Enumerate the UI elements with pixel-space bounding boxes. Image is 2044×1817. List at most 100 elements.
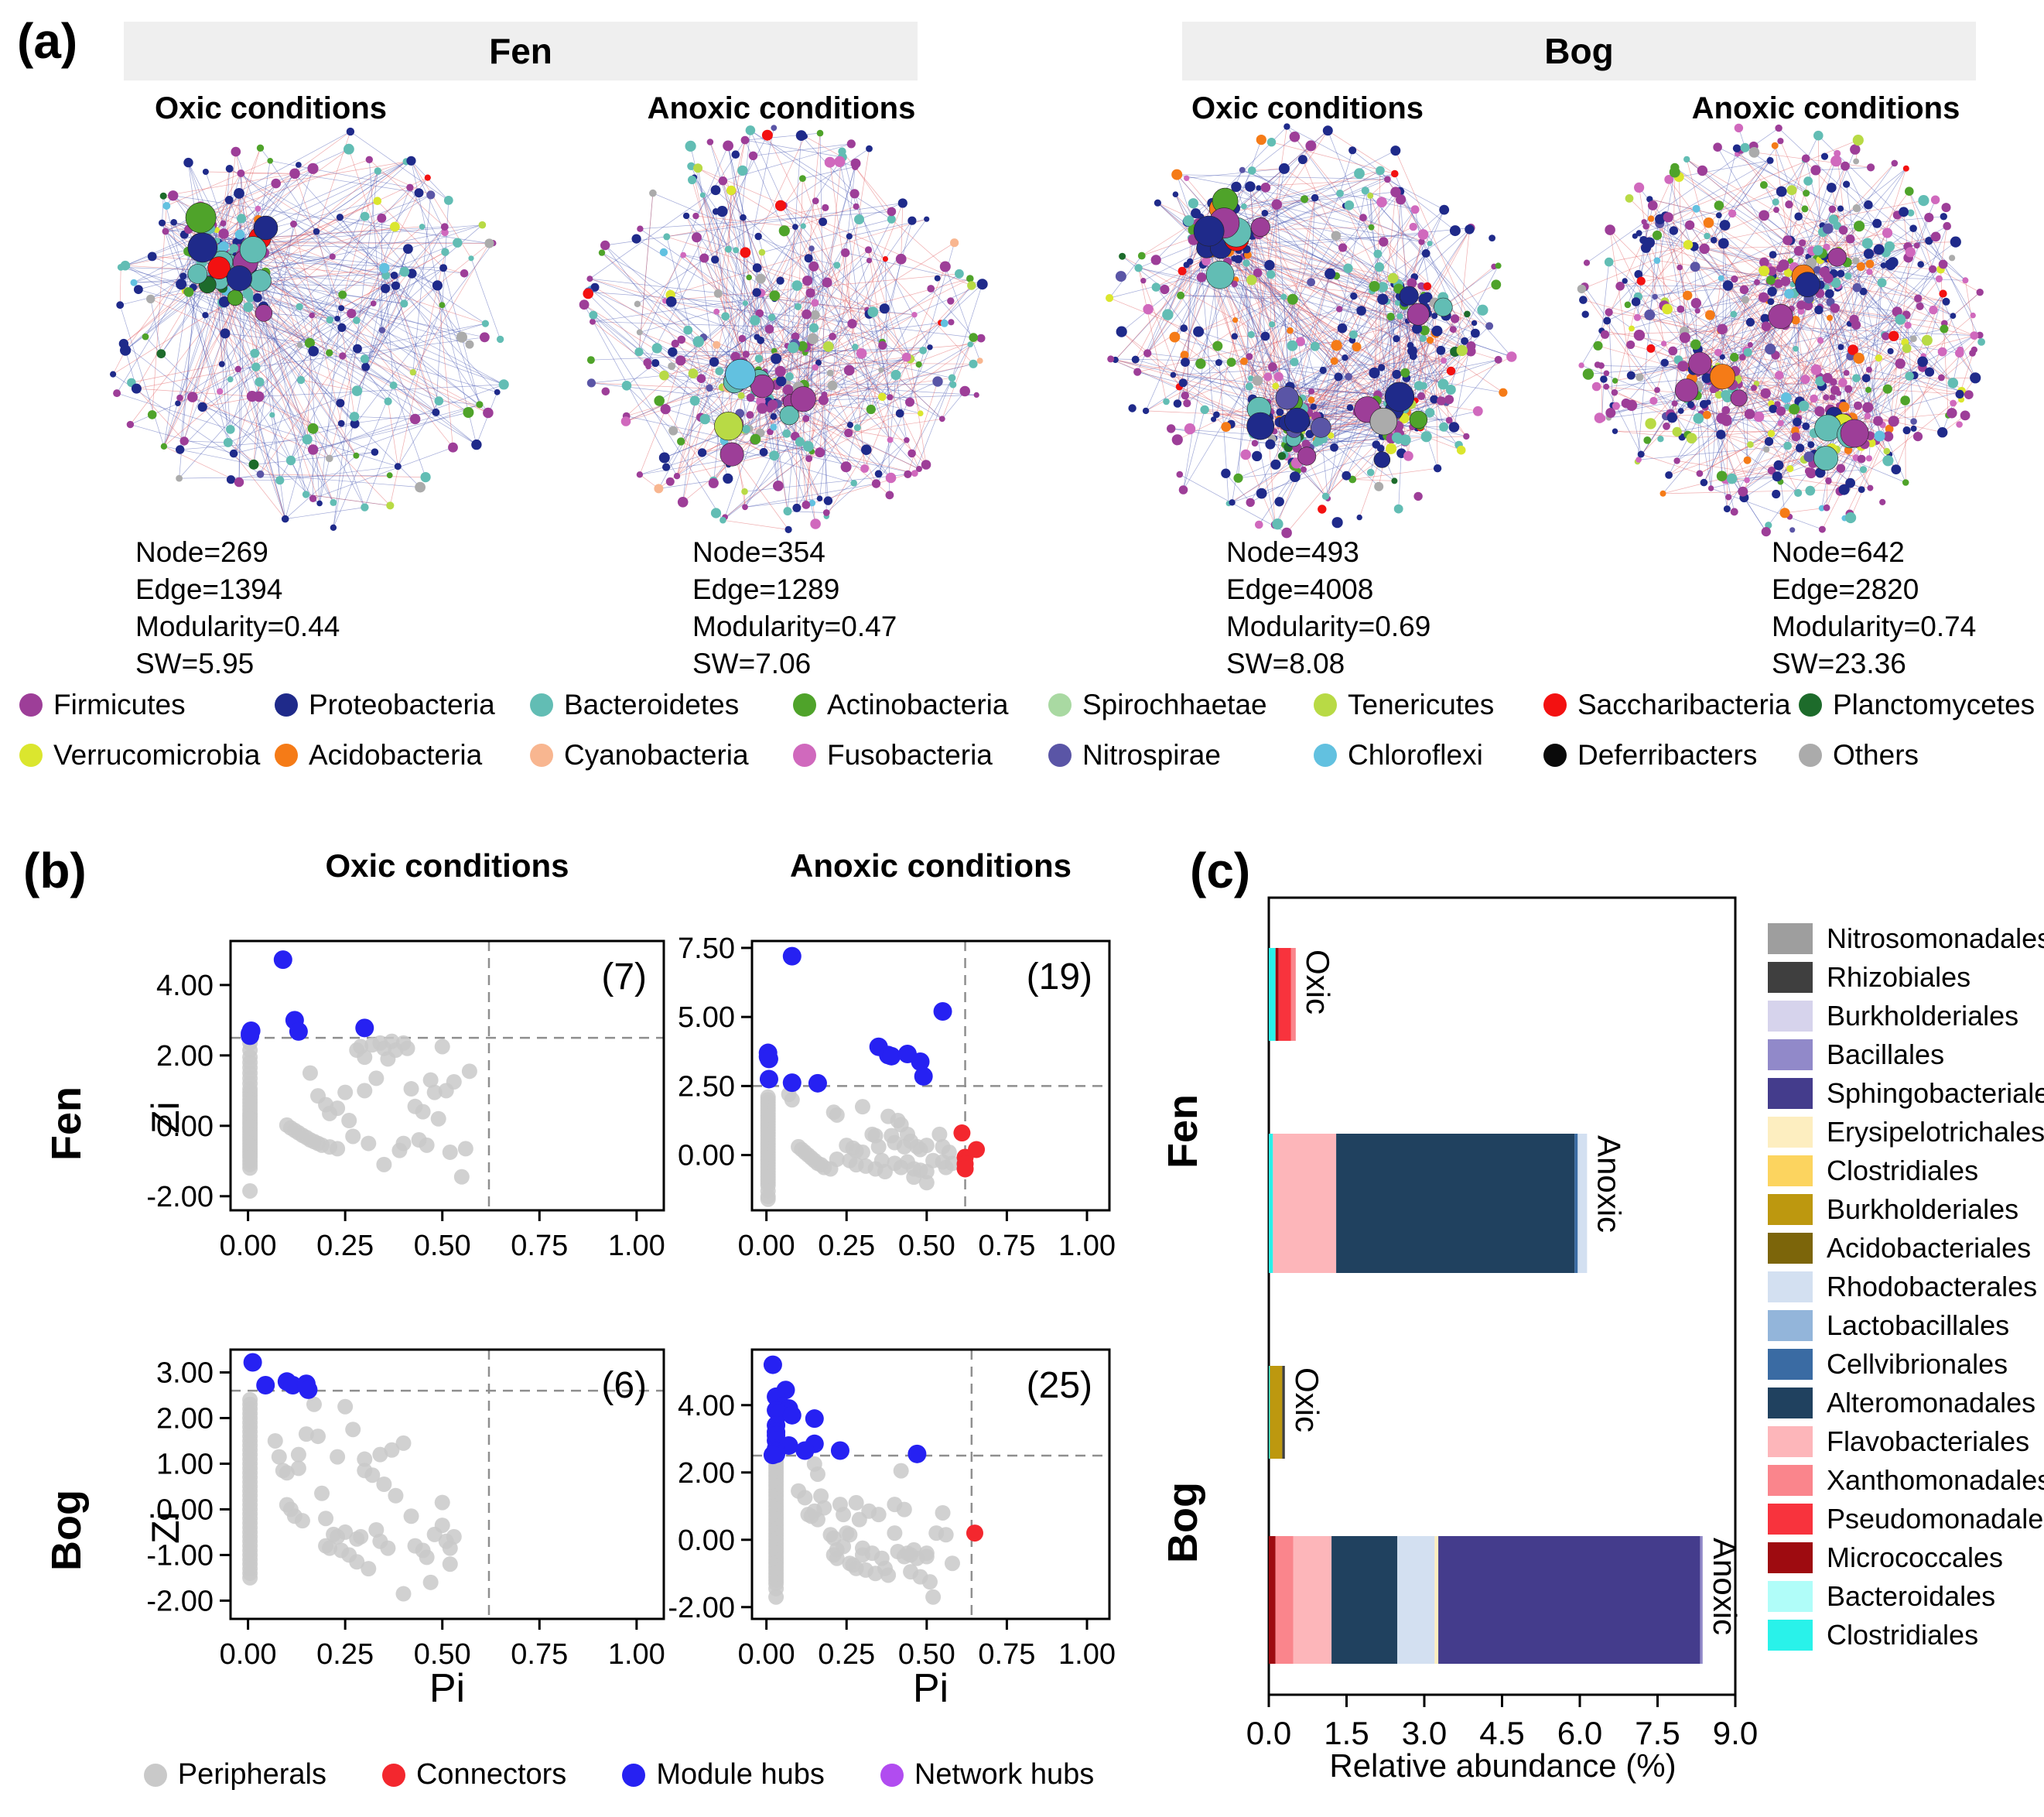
order-color-swatch-icon: [1768, 1078, 1813, 1109]
hub-count-annotation: (25): [1027, 1365, 1092, 1406]
order-legend-label: Nitrosomonadales: [1827, 922, 2044, 954]
bar-condition-label: Anoxic: [1707, 1538, 1743, 1635]
phylum-legend-label: Saccharibacteria: [1577, 689, 1791, 720]
axis-ticks: 0.00 0.25 0.50 0.75 1.004.002.000.00-2.00: [668, 1390, 1116, 1671]
panel-a-label: (a): [17, 13, 78, 69]
bar-segment: [1282, 1366, 1285, 1459]
phylum-legend-label: Cyanobacteria: [564, 739, 749, 771]
network-stat-line: SW=5.95: [135, 648, 255, 680]
svg-text:0.00: 0.00: [678, 1524, 735, 1557]
order-color-swatch-icon: [1768, 1310, 1813, 1341]
svg-text:1.00: 1.00: [1058, 1230, 1116, 1262]
bar-segment: [1700, 1536, 1703, 1664]
order-legend-item: Lactobacillales: [1768, 1306, 2044, 1345]
peripheral-points: [242, 1033, 477, 1199]
bar-condition-label: Anoxic: [1591, 1135, 1627, 1233]
order-legend-label: Bacteroidales: [1827, 1580, 1996, 1612]
site-header-fen-text: Fen: [489, 31, 552, 71]
relative-abundance-chart: Oxic Anoxic Oxic Anoxic 0.0 1.5 3.0 4.5 6.0 7.5 9.…: [1246, 896, 1758, 1751]
svg-text:0.00: 0.00: [738, 1230, 795, 1262]
threshold-lines: [231, 941, 664, 1210]
order-legend-item: Rhizobiales: [1768, 958, 2044, 997]
network-stat-line: Modularity=0.47: [692, 611, 897, 643]
svg-text:3.00: 3.00: [156, 1357, 214, 1389]
svg-text:0.50: 0.50: [898, 1638, 955, 1671]
bar-segment: [1269, 948, 1276, 1041]
axis-ticks: 0.00 0.25 0.50 0.75 1.00 3.00 2.00 1.00 0.00 -1.0…: [146, 1357, 665, 1671]
svg-text:0.50: 0.50: [414, 1638, 471, 1671]
svg-text:0.50: 0.50: [898, 1230, 955, 1262]
node-role-legend-item: Peripherals: [143, 1758, 326, 1791]
order-color-swatch-icon: [1768, 962, 1813, 993]
network-stat-line: Edge=2820: [1772, 573, 1919, 606]
site-header-bog: Bog: [1182, 22, 1976, 80]
phylum-legend-item: Deferribacters: [1543, 739, 1757, 772]
order-color-swatch-icon: [1768, 1581, 1813, 1612]
svg-text:0.0: 0.0: [1246, 1715, 1291, 1751]
order-legend-label: Pseudomonadales: [1827, 1503, 2044, 1535]
network-nodes: [110, 127, 509, 531]
order-color-swatch-icon: [1768, 1194, 1813, 1225]
bar-segment: [1278, 948, 1291, 1041]
connector-points: [953, 1124, 986, 1178]
phylum-legend-item: Saccharibacteria: [1543, 689, 1791, 721]
order-legend-item: Erysipelotrichales: [1768, 1113, 2044, 1151]
network-graph-fen-oxic: [110, 127, 509, 531]
bar-segment: [1293, 1536, 1332, 1664]
svg-text:2.00: 2.00: [156, 1040, 214, 1073]
order-color-swatch-icon: [1768, 1233, 1813, 1264]
svg-text:0.00: 0.00: [156, 1494, 214, 1526]
bar-segment: [1290, 948, 1296, 1041]
bar-condition-label: Oxic: [1289, 1367, 1325, 1432]
bar-row-label-fen: Fen: [1160, 1093, 1206, 1169]
network-stat-line: Node=269: [135, 536, 268, 568]
svg-text:0.75: 0.75: [978, 1638, 1035, 1671]
bar-axis: 0.0 1.5 3.0 4.5 6.0 7.5 9.0: [1246, 1695, 1758, 1751]
node-role-legend-item: Connectors: [381, 1758, 566, 1791]
node-role-color-dot-icon: [143, 1763, 167, 1787]
bar-segment: [1331, 1536, 1398, 1664]
phylum-color-dot-icon: [793, 744, 816, 767]
node-role-color-dot-icon: [622, 1763, 646, 1787]
phylum-color-dot-icon: [793, 693, 816, 717]
order-legend-item: Clostridiales: [1768, 1151, 2044, 1190]
order-legend-label: Burkholderiales: [1827, 1000, 2019, 1032]
hub-count-annotation: (7): [601, 956, 647, 997]
phylum-legend-label: Deferribacters: [1577, 739, 1758, 771]
bar-segment: [1397, 1536, 1435, 1664]
svg-text:4.5: 4.5: [1479, 1715, 1524, 1751]
network-edges: [583, 128, 983, 530]
order-legend-item: Clostridiales: [1768, 1616, 2044, 1654]
node-role-color-dot-icon: [880, 1763, 904, 1787]
svg-text:-2.00: -2.00: [668, 1592, 735, 1624]
svg-text:0.25: 0.25: [316, 1230, 374, 1262]
phylum-legend-label: Fusobacteria: [827, 739, 993, 771]
order-legend-label: Micrococcales: [1827, 1542, 2004, 1573]
bar-segment: [1275, 1536, 1294, 1664]
network-nodes: [579, 125, 988, 534]
order-legend-label: Clostridiales: [1827, 1619, 1979, 1651]
module-hub-points: [763, 1355, 927, 1465]
svg-text:9.0: 9.0: [1713, 1715, 1758, 1751]
svg-text:5.00: 5.00: [678, 1001, 735, 1034]
phylum-legend-item: Nitrospirae: [1048, 739, 1221, 772]
order-color-swatch-icon: [1768, 1117, 1813, 1148]
network-stat-line: Node=642: [1772, 536, 1905, 568]
order-color-swatch-icon: [1768, 1542, 1813, 1573]
phylum-color-dot-icon: [1543, 744, 1567, 767]
order-legend-label: Burkholderiales: [1827, 1193, 2019, 1225]
network-stat-line: Modularity=0.44: [135, 611, 340, 643]
bar-segment: [1269, 1366, 1270, 1459]
scatter-column-title-anoxic: Anoxic conditions: [789, 847, 1072, 884]
network-stat-line: Node=354: [692, 536, 825, 568]
svg-text:1.00: 1.00: [608, 1638, 665, 1671]
scatter-plot-fen-oxic: 0.00 0.25 0.50 0.75 1.004.002.000.00-2.00(7): [146, 939, 665, 1262]
svg-text:0.00: 0.00: [220, 1638, 277, 1671]
order-legend-item: Burkholderiales: [1768, 997, 2044, 1035]
network-title-bog-anoxic: Anoxic conditions: [1691, 91, 1960, 125]
stacked-bars: [1269, 948, 1703, 1664]
order-legend-item: Xanthomonadales: [1768, 1461, 2044, 1500]
phylum-legend-label: Nitrospirae: [1082, 739, 1221, 771]
phylum-legend-label: Bacteroidetes: [564, 689, 740, 720]
network-graph-bog-oxic: [1106, 123, 1517, 539]
